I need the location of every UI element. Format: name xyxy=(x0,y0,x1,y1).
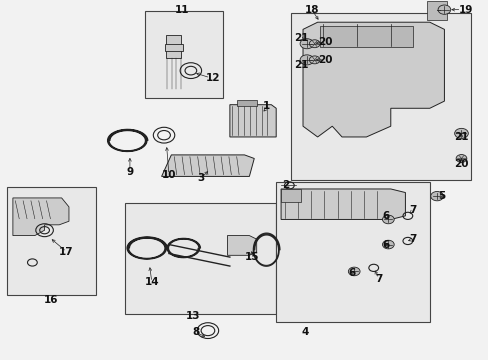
Text: 6: 6 xyxy=(382,239,389,249)
Polygon shape xyxy=(281,189,405,220)
Text: 6: 6 xyxy=(347,268,355,278)
Bar xyxy=(320,26,412,47)
Bar xyxy=(144,12,222,98)
Bar xyxy=(166,35,181,58)
Text: 20: 20 xyxy=(317,55,331,65)
Text: 15: 15 xyxy=(244,252,259,262)
Bar xyxy=(427,1,446,21)
Text: 7: 7 xyxy=(408,234,416,244)
Circle shape xyxy=(382,240,393,249)
Circle shape xyxy=(430,192,443,201)
Circle shape xyxy=(437,5,450,14)
Polygon shape xyxy=(161,155,254,176)
Circle shape xyxy=(300,55,313,65)
Text: 1: 1 xyxy=(262,102,269,112)
Text: 12: 12 xyxy=(205,73,220,83)
Text: 9: 9 xyxy=(126,167,133,177)
Bar xyxy=(276,182,429,321)
Circle shape xyxy=(309,40,320,48)
Bar xyxy=(125,203,276,315)
Text: 7: 7 xyxy=(408,206,416,216)
Circle shape xyxy=(347,267,359,276)
Circle shape xyxy=(455,154,466,162)
Text: 2: 2 xyxy=(282,180,289,190)
Text: 21: 21 xyxy=(294,60,308,70)
Text: 16: 16 xyxy=(43,295,58,305)
Text: 19: 19 xyxy=(458,5,472,15)
Text: 21: 21 xyxy=(294,33,308,43)
Circle shape xyxy=(454,129,468,138)
Bar xyxy=(6,187,96,295)
Text: 13: 13 xyxy=(185,311,200,321)
Polygon shape xyxy=(229,105,276,137)
Bar xyxy=(281,189,300,202)
Bar xyxy=(290,13,470,180)
Text: 7: 7 xyxy=(374,274,382,284)
Circle shape xyxy=(382,215,393,224)
Bar xyxy=(164,44,182,51)
Polygon shape xyxy=(227,235,256,255)
Bar xyxy=(237,100,256,107)
Text: 6: 6 xyxy=(382,211,389,221)
Circle shape xyxy=(309,56,320,64)
Text: 18: 18 xyxy=(304,5,318,15)
Text: 5: 5 xyxy=(437,191,445,201)
Text: 8: 8 xyxy=(192,327,199,337)
Text: 21: 21 xyxy=(453,132,468,142)
Text: 11: 11 xyxy=(175,5,189,15)
Text: 17: 17 xyxy=(59,247,74,257)
Text: 20: 20 xyxy=(317,37,331,47)
Text: 4: 4 xyxy=(301,327,308,337)
Text: 14: 14 xyxy=(144,277,159,287)
Text: 20: 20 xyxy=(453,159,468,169)
Polygon shape xyxy=(303,22,444,137)
Polygon shape xyxy=(13,198,69,235)
Text: 10: 10 xyxy=(162,170,176,180)
Circle shape xyxy=(300,39,313,49)
Text: 3: 3 xyxy=(197,173,204,183)
